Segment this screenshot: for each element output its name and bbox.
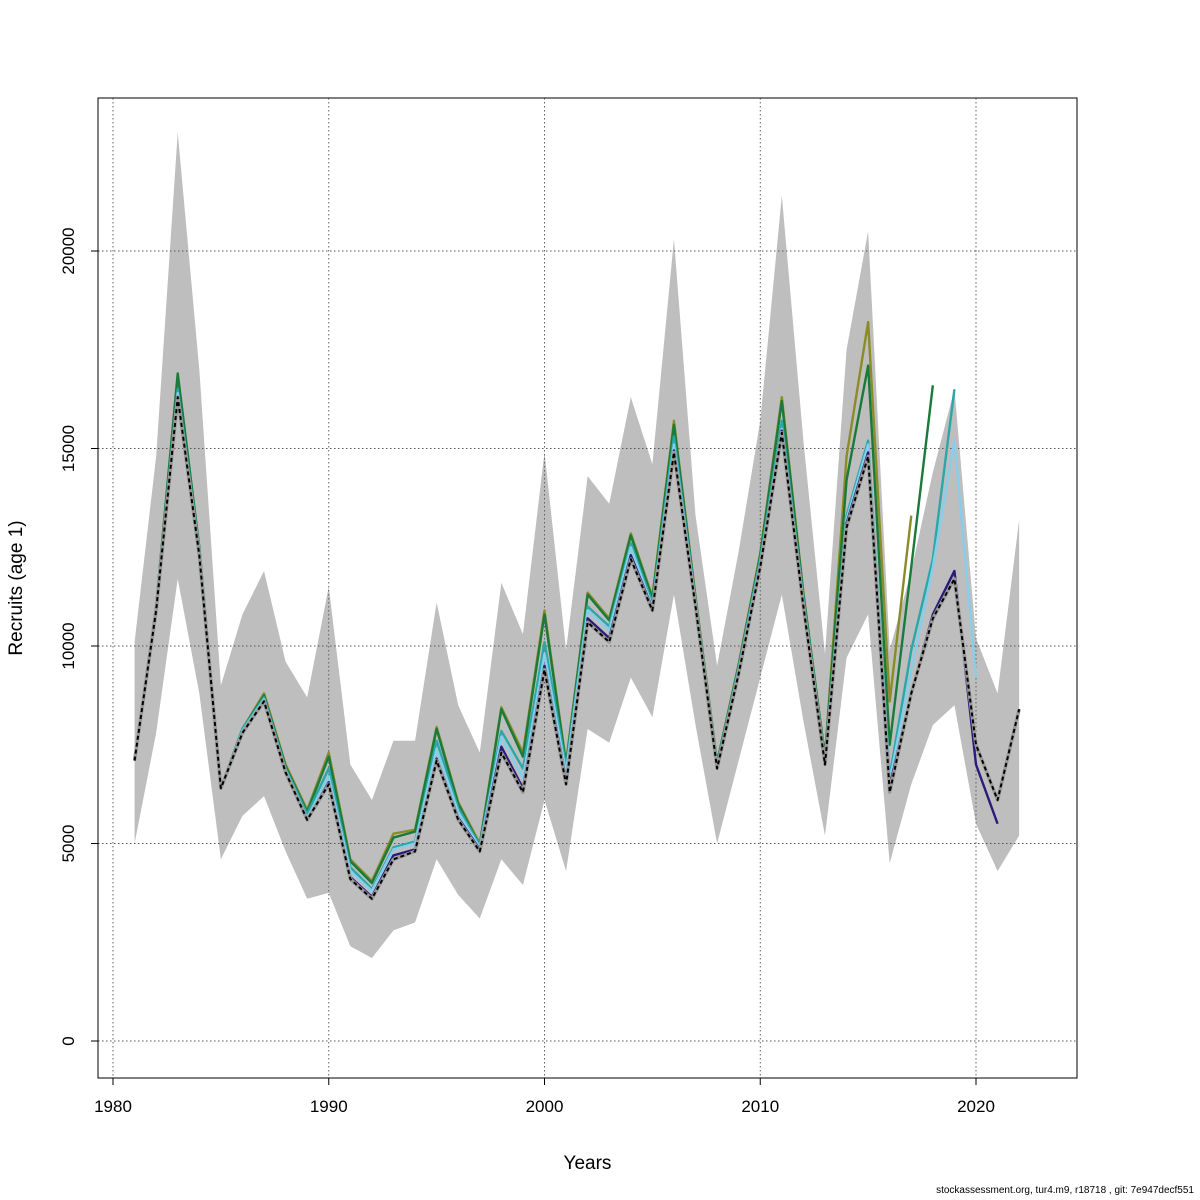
x-tick-label: 1990 bbox=[310, 1097, 348, 1116]
series-lines bbox=[132, 320, 1021, 901]
confidence-band bbox=[134, 132, 1020, 959]
y-tick-label: 10000 bbox=[59, 622, 78, 669]
y-tick-label: 5000 bbox=[59, 825, 78, 863]
x-tick-label: 2010 bbox=[741, 1097, 779, 1116]
x-axis-title: Years bbox=[564, 1153, 612, 1174]
y-axis-title: Recruits (age 1) bbox=[6, 520, 27, 655]
footer-note: stockassessment.org, tur4.m9, r18718 , g… bbox=[936, 1185, 1194, 1196]
y-tick-label: 15000 bbox=[59, 425, 78, 472]
y-tick-label: 20000 bbox=[59, 227, 78, 274]
x-axis: 1980 1990 2000 2010 2020 bbox=[94, 1077, 995, 1116]
gridlines bbox=[98, 98, 1077, 1078]
y-axis: 0 5000 10000 15000 20000 bbox=[59, 227, 99, 1046]
y-tick-label: 0 bbox=[59, 1036, 78, 1045]
confidence-band-layer bbox=[134, 132, 1020, 959]
x-tick-label: 2020 bbox=[957, 1097, 995, 1116]
x-tick-label: 2000 bbox=[526, 1097, 564, 1116]
series-line-dashed bbox=[133, 396, 1021, 900]
x-tick-label: 1980 bbox=[94, 1097, 132, 1116]
